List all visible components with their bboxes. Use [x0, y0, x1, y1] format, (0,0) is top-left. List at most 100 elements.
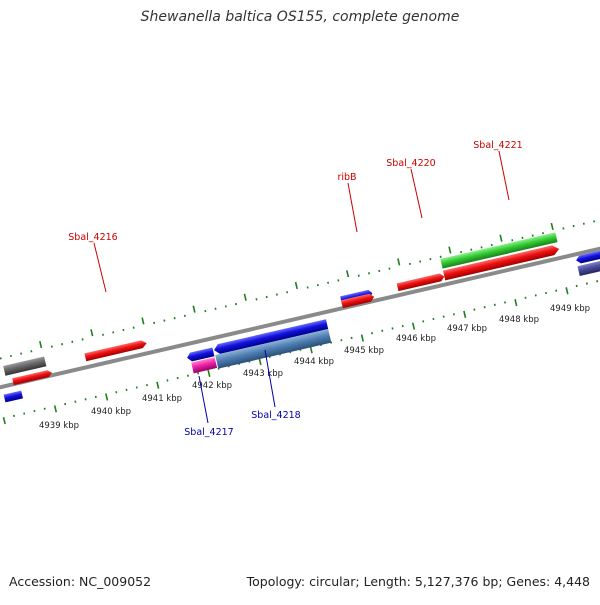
minor-tick [585, 282, 588, 285]
cds-feature-sbal4216[interactable] [84, 339, 147, 362]
minor-tick [521, 236, 524, 240]
major-tick [192, 305, 196, 313]
minor-tick [102, 333, 105, 336]
gene-feature-right-edge-blue[interactable] [575, 250, 600, 264]
kbp-label: 4941 kbp [142, 394, 182, 404]
minor-tick [388, 267, 391, 270]
minor-tick [255, 298, 258, 301]
major-tick [309, 346, 313, 354]
minor-tick [470, 248, 473, 251]
gene-feature-sbal4218[interactable] [213, 319, 329, 355]
kbp-label: 4939 kbp [39, 421, 79, 431]
gene-label-sbal4218[interactable]: Sbal_4218 [251, 410, 300, 421]
misc-feature-sbal4218[interactable] [215, 328, 332, 369]
major-tick [463, 310, 467, 318]
minor-tick [0, 357, 2, 360]
major-tick [156, 381, 160, 389]
minor-tick [575, 284, 578, 288]
major-tick [550, 222, 554, 231]
minor-tick [84, 398, 87, 401]
cds-feature-left-small[interactable] [12, 369, 53, 386]
leader-line-sbal4217 [198, 375, 209, 424]
minor-tick [204, 309, 207, 313]
major-tick [90, 329, 94, 337]
minor-tick [9, 354, 12, 358]
gene-feature-left-edge[interactable] [3, 390, 23, 403]
gene-feature-gray[interactable] [3, 356, 47, 376]
kbp-label: 4945 kbp [344, 346, 384, 356]
minor-tick [132, 326, 135, 329]
major-tick [207, 369, 211, 377]
major-tick [2, 417, 6, 425]
minor-tick [176, 376, 179, 380]
major-tick [397, 258, 401, 266]
minor-tick [224, 305, 227, 308]
minor-tick [12, 414, 15, 418]
minor-tick [125, 388, 128, 392]
leader-line-sbal4221 [498, 150, 510, 201]
gene-label-sbal4221[interactable]: Sbal_4221 [473, 140, 522, 151]
minor-tick [183, 314, 186, 317]
kbp-label: 4940 kbp [91, 407, 131, 417]
minor-tick [562, 227, 565, 230]
minor-tick [43, 407, 46, 410]
kbp-label: 4943 kbp [243, 369, 283, 379]
major-tick [294, 281, 298, 290]
upper-tick-row [0, 220, 596, 360]
minor-tick [265, 295, 268, 299]
major-tick [514, 298, 518, 307]
kbp-label: 4946 kbp [396, 334, 436, 344]
minor-tick [429, 258, 432, 261]
minor-tick [442, 315, 445, 318]
minor-tick [378, 269, 381, 273]
major-tick [53, 405, 58, 413]
minor-tick [71, 340, 74, 343]
major-tick [360, 334, 364, 342]
minor-tick [381, 329, 384, 332]
minor-tick [74, 400, 77, 403]
minor-tick [33, 409, 36, 413]
gene-label-sbal4220[interactable]: Sbal_4220 [386, 158, 435, 169]
minor-tick [419, 260, 422, 263]
minor-tick [337, 279, 340, 282]
kbp-label: 4949 kbp [550, 304, 590, 314]
minor-tick [480, 246, 483, 249]
topology-summary: Topology: circular; Length: 5,127,376 bp… [246, 574, 590, 589]
kbp-tick-labels: 4939 kbp 4940 kbp 4941 kbp 4942 kbp 4943… [39, 304, 590, 431]
major-tick [411, 322, 416, 330]
minor-tick [350, 336, 353, 340]
minor-tick [582, 222, 585, 225]
major-tick [565, 287, 569, 295]
trna-feature-sbal4217[interactable] [191, 357, 218, 374]
major-tick [345, 270, 350, 278]
minor-tick [275, 293, 278, 296]
cds-feature-sbal4221[interactable] [443, 244, 560, 281]
accession-text: Accession: NC_009052 [9, 574, 152, 589]
minor-tick [61, 343, 64, 346]
minor-tick [534, 294, 537, 297]
minor-tick [432, 317, 435, 321]
lower-tick-row [2, 280, 599, 425]
gene-label-sbal4217[interactable]: Sbal_4217 [184, 427, 233, 438]
minor-tick [483, 306, 486, 309]
minor-tick [422, 320, 425, 323]
gene-label-ribb[interactable]: ribB [337, 172, 356, 183]
minor-tick [153, 321, 156, 325]
major-tick [105, 393, 109, 401]
rrna-feature-sbal4221[interactable] [440, 232, 558, 269]
cds-feature-sbal4220[interactable] [396, 273, 446, 292]
minor-tick [112, 331, 115, 334]
minor-tick [115, 391, 118, 394]
minor-tick [316, 283, 319, 287]
major-tick [243, 293, 247, 301]
cds-feature-ribb[interactable] [341, 293, 375, 309]
major-tick [141, 317, 145, 325]
leader-line-sbal4216 [93, 242, 107, 293]
gene-feature-before-4217[interactable] [186, 347, 215, 362]
minor-tick [30, 350, 33, 353]
major-tick [258, 358, 262, 366]
minor-tick [460, 250, 463, 254]
minor-tick [235, 302, 238, 306]
gene-label-sbal4216[interactable]: Sbal_4216 [68, 232, 117, 243]
